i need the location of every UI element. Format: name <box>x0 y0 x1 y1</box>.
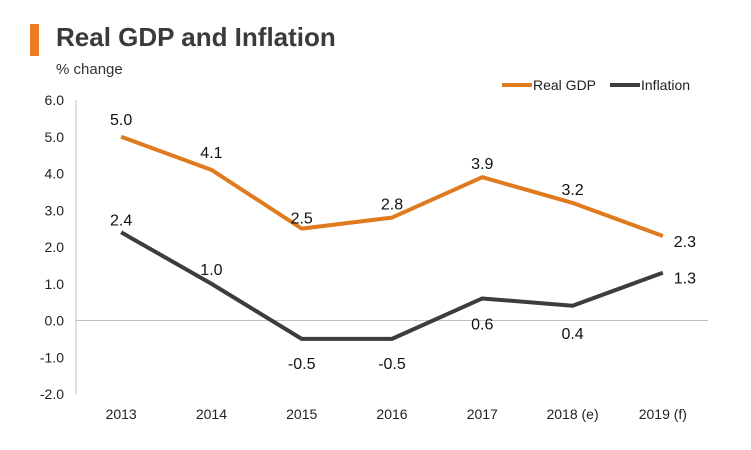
data-label: 4.1 <box>200 145 222 162</box>
data-label: 2.4 <box>110 212 132 229</box>
x-tick-label: 2019 (f) <box>639 406 687 422</box>
x-tick-label: 2018 (e) <box>546 406 598 422</box>
y-axis-unit-label: % change <box>56 61 123 78</box>
legend-label: Inflation <box>641 77 690 93</box>
data-label: -0.5 <box>378 356 406 373</box>
y-tick-label: 4.0 <box>45 166 65 182</box>
title-accent-bar <box>30 24 39 56</box>
x-tick-label: 2016 <box>376 406 407 422</box>
data-label: 0.6 <box>471 316 493 333</box>
data-label: 3.9 <box>471 156 493 173</box>
legend-label: Real GDP <box>533 77 596 93</box>
x-tick-label: 2017 <box>467 406 498 422</box>
data-label: 3.2 <box>561 182 583 199</box>
y-tick-label: 3.0 <box>45 202 65 218</box>
series-line-real-gdp <box>120 134 664 238</box>
y-tick-label: 6.0 <box>45 92 65 108</box>
series-line-inflation <box>120 230 664 341</box>
chart-title: Real GDP and Inflation <box>56 22 336 52</box>
data-label: 1.0 <box>200 262 222 279</box>
y-tick-label: 1.0 <box>45 276 65 292</box>
data-label: 0.4 <box>561 326 583 343</box>
y-tick-label: 5.0 <box>45 129 65 145</box>
y-tick-label: -2.0 <box>40 386 64 402</box>
x-tick-label: 2013 <box>106 406 137 422</box>
data-label: -0.5 <box>288 356 316 373</box>
x-tick-label: 2015 <box>286 406 317 422</box>
data-label: 2.8 <box>381 197 403 214</box>
data-label: 5.0 <box>110 112 132 129</box>
y-tick-label: 0.0 <box>45 313 65 329</box>
y-tick-label: 2.0 <box>45 239 65 255</box>
data-label: 2.5 <box>291 211 313 228</box>
y-tick-label: -1.0 <box>40 349 64 365</box>
data-label: 2.3 <box>674 234 696 251</box>
data-label: 1.3 <box>674 271 696 288</box>
x-tick-label: 2014 <box>196 406 227 422</box>
